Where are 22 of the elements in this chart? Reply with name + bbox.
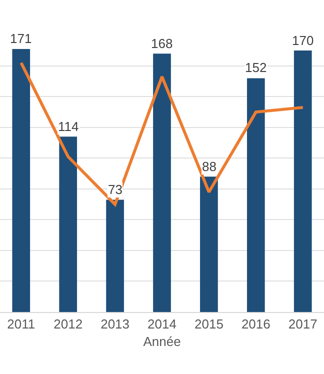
bar	[200, 176, 218, 312]
x-tick-label: 2017	[288, 316, 318, 332]
data-label: 171	[10, 31, 32, 46]
x-tick-label: 2016	[241, 316, 270, 332]
bar	[246, 78, 265, 312]
data-label: 152	[245, 60, 267, 75]
x-axis-title: Année	[143, 334, 181, 350]
x-tick-label: 2011	[7, 316, 36, 332]
bar	[294, 50, 312, 312]
data-label: 114	[58, 119, 79, 134]
bar	[106, 200, 124, 312]
data-label: 88	[202, 159, 216, 174]
bar	[153, 54, 171, 312]
x-tick-label: 2014	[148, 316, 176, 332]
x-tick-label: 2012	[54, 316, 83, 332]
x-tick-label: 2015	[194, 316, 224, 332]
data-label: 170	[292, 33, 314, 48]
data-label: 73	[108, 182, 122, 197]
bar	[59, 136, 78, 312]
bar	[12, 49, 30, 312]
data-label: 168	[151, 36, 173, 51]
x-tick-label: 2013	[100, 316, 130, 332]
